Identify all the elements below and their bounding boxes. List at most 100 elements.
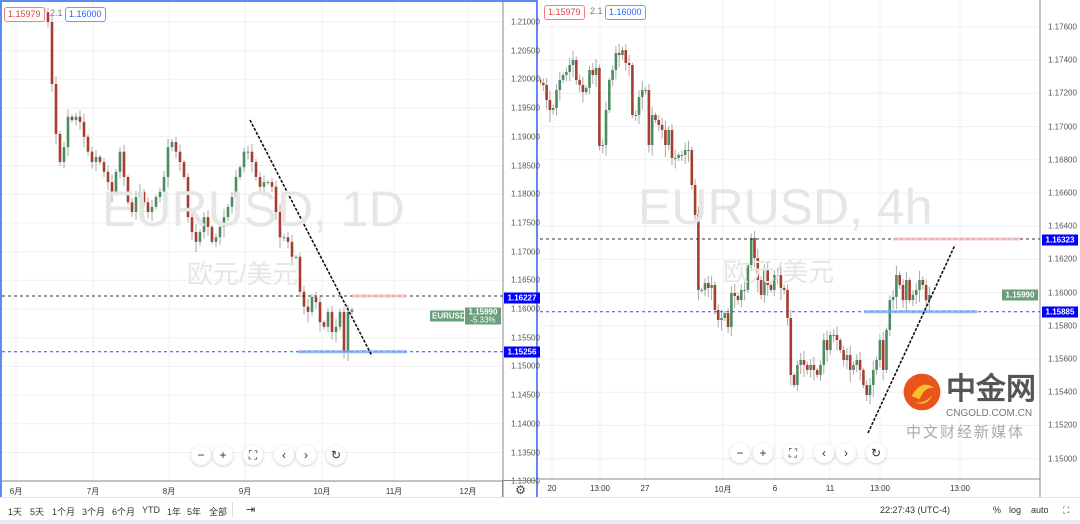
chart-pane-daily[interactable]: EURUSD, 1D 欧元/美元 1.15979 2.1 1.16000 1.2…: [0, 0, 540, 499]
percent-toggle[interactable]: %: [993, 505, 1002, 515]
candle-body: [901, 284, 905, 301]
support-highlight: [864, 310, 977, 314]
axis-tick-label: 1.16000: [511, 304, 540, 314]
candle-body: [914, 289, 918, 295]
candle-body: [733, 292, 736, 296]
axis-tick-label: 1.13500: [511, 448, 540, 457]
candle-body: [106, 171, 110, 183]
axis-tick-label: 1.20500: [511, 46, 540, 56]
axis-tick-label: 1.16200: [1048, 254, 1077, 264]
candle-body: [885, 329, 888, 370]
buy-price-button[interactable]: 1.16000: [65, 7, 106, 22]
candle-body: [262, 182, 266, 187]
time-axis-label: 10月: [714, 485, 732, 494]
axis-tick-label: 1.16600: [1048, 188, 1077, 198]
candle-body: [90, 151, 94, 163]
buy-price-button[interactable]: 1.16000: [605, 5, 646, 20]
candlestick-chart-4h[interactable]: [540, 0, 1080, 497]
reset-icon[interactable]: ↻: [866, 443, 886, 463]
chevron-right-icon[interactable]: ›: [296, 445, 316, 465]
sell-price-button[interactable]: 1.15979: [4, 7, 45, 22]
log-toggle[interactable]: log: [1009, 505, 1022, 515]
fullscreen-icon[interactable]: ⛶: [1063, 505, 1070, 515]
trend-line: [249, 119, 373, 357]
range-button[interactable]: 1年: [167, 507, 182, 517]
candle-body: [258, 176, 262, 187]
bottom-strip: [0, 520, 1080, 524]
candle-body: [154, 197, 158, 207]
range-button[interactable]: 3个月: [82, 507, 106, 517]
minus-icon[interactable]: −: [730, 443, 750, 463]
candle-body: [558, 79, 562, 91]
auto-toggle[interactable]: auto: [1031, 505, 1049, 515]
candle-body: [782, 287, 786, 290]
candle-body: [214, 237, 218, 242]
candle-body: [162, 176, 166, 192]
reset-icon[interactable]: ↻: [326, 445, 346, 465]
level-high-label: 1.16227: [504, 292, 540, 304]
candle-body: [740, 289, 743, 301]
axis-tick-label: 1.17500: [511, 218, 540, 228]
candle-body: [690, 150, 694, 186]
range-button[interactable]: 5天: [30, 507, 45, 517]
candle-body: [664, 129, 667, 146]
divider: [232, 502, 233, 517]
candle-body: [134, 197, 138, 212]
candle-body: [624, 50, 628, 64]
range-button[interactable]: 1个月: [52, 507, 76, 517]
candle-body: [660, 124, 664, 130]
candle-body: [226, 206, 230, 218]
range-button[interactable]: 1天: [8, 507, 23, 517]
candle-body: [680, 154, 684, 156]
axis-tick-label: 1.19000: [511, 132, 540, 142]
axis-tick-label: 1.21000: [511, 17, 540, 27]
settings-gear-icon[interactable]: ⚙: [502, 480, 538, 499]
fullscreen-icon[interactable]: ⛶: [783, 443, 803, 463]
candle-body: [334, 326, 338, 332]
candle-body: [647, 90, 651, 146]
plus-icon[interactable]: +: [213, 445, 233, 465]
price-change: -5.33%: [470, 315, 496, 325]
goto-date-icon[interactable]: ⇥: [246, 504, 256, 516]
candle-body: [779, 275, 783, 288]
candle-body: [62, 147, 66, 163]
sell-price-button[interactable]: 1.15979: [544, 5, 585, 20]
candle-body: [707, 282, 710, 288]
chevron-left-icon[interactable]: ‹: [274, 445, 294, 465]
time-axis-label: 9月: [238, 487, 252, 496]
candle-body: [842, 350, 845, 360]
candle-body: [555, 90, 558, 109]
minus-icon[interactable]: −: [191, 445, 211, 465]
axis-tick-label: 1.19500: [511, 103, 540, 113]
candle-body: [542, 82, 545, 85]
candle-body: [825, 340, 829, 351]
range-button[interactable]: 全部: [209, 507, 228, 517]
candle-body: [667, 129, 670, 146]
range-button[interactable]: YTD: [142, 505, 160, 515]
candle-body: [238, 167, 242, 177]
candle-body: [683, 150, 687, 155]
candle-body: [888, 300, 892, 330]
candle-body: [150, 206, 154, 212]
fullscreen-icon[interactable]: ⛶: [243, 445, 263, 465]
axis-tick-label: 1.17000: [511, 247, 540, 257]
candle-body: [568, 65, 571, 72]
candle-body: [584, 87, 588, 93]
candle-body: [290, 241, 294, 257]
chevron-left-icon[interactable]: ‹: [814, 443, 834, 463]
candle-body: [66, 116, 70, 148]
axis-tick-label: 1.17600: [1048, 22, 1077, 32]
candle-body: [70, 116, 74, 121]
candle-body: [138, 191, 142, 198]
candle-body: [756, 258, 760, 280]
axis-tick-label: 1.17400: [1048, 55, 1077, 65]
chart-pane-4h[interactable]: EURUSD, 4h 欧元/美元 1.15979 2.1 1.16000 1.1…: [540, 0, 1080, 497]
plus-icon[interactable]: +: [753, 443, 773, 463]
candlestick-chart-daily[interactable]: [2, 2, 540, 499]
candle-body: [832, 334, 835, 336]
candle-body: [815, 369, 819, 375]
range-button[interactable]: 6个月: [112, 507, 136, 517]
candle-body: [911, 294, 915, 301]
chevron-right-icon[interactable]: ›: [836, 443, 856, 463]
range-button[interactable]: 5年: [187, 507, 202, 517]
